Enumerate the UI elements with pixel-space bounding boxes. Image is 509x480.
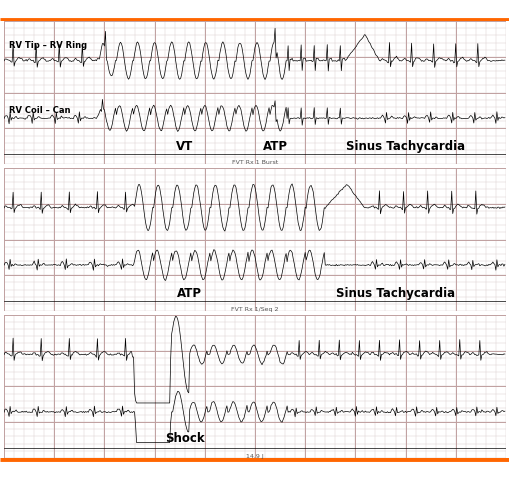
Text: FVT Rx 1/Seq 2: FVT Rx 1/Seq 2	[231, 306, 278, 311]
Text: Medscape®: Medscape®	[7, 3, 84, 16]
Text: RV Coil – Can: RV Coil – Can	[9, 106, 70, 115]
Text: Source: Pacing Clin Electrophysiol © 2005 Blackwell Publishing: Source: Pacing Clin Electrophysiol © 200…	[221, 466, 506, 475]
Text: ATP: ATP	[262, 140, 287, 153]
Text: VT: VT	[176, 140, 193, 153]
Text: Sinus Tachycardia: Sinus Tachycardia	[345, 140, 464, 153]
Text: RV Tip – RV Ring: RV Tip – RV Ring	[9, 40, 87, 49]
Text: 14.9 J: 14.9 J	[246, 453, 263, 457]
Text: FVT Rx 1 Burst: FVT Rx 1 Burst	[232, 159, 277, 165]
Text: Shock: Shock	[164, 432, 204, 444]
Text: www.medscape.com: www.medscape.com	[168, 4, 282, 14]
Text: Sinus Tachycardia: Sinus Tachycardia	[335, 286, 454, 300]
Text: ATP: ATP	[177, 286, 202, 300]
